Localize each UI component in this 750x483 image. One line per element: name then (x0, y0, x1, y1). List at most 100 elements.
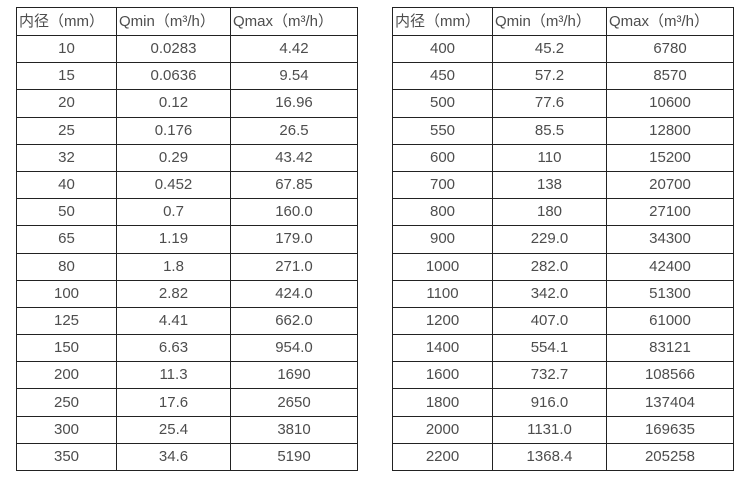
table-cell: 900 (392, 225, 493, 254)
table-cell: 3810 (230, 415, 358, 444)
table-cell: 20700 (606, 170, 734, 200)
table-cell: 0.7 (116, 198, 231, 227)
table-row: 700 138 20700 (392, 170, 734, 200)
table-cell: 34300 (606, 225, 734, 254)
table-cell: 5190 (230, 442, 358, 472)
table-cell: 1800 (392, 388, 493, 417)
table-cell: 1400 (392, 334, 493, 363)
table-cell: 916.0 (492, 388, 607, 417)
table-row: 40 0.452 67.85 (16, 170, 358, 200)
table-cell: 25 (16, 116, 117, 145)
table-cell: 0.0283 (116, 34, 231, 64)
table-cell: 2.82 (116, 279, 231, 308)
table-cell: 137404 (606, 388, 734, 417)
table-row: 300 25.4 3810 (16, 415, 358, 444)
table-cell: 1100 (392, 279, 493, 308)
table-cell: 67.85 (230, 170, 358, 200)
table-cell: 554.1 (492, 334, 607, 363)
flow-table-small-diameters: 内径（mm） Qmin（m³/h） Qmax（m³/h） 10 0.0283 4.42 15… (16, 7, 358, 472)
table-cell: 10 (16, 34, 117, 64)
table-cell: 138 (492, 170, 607, 200)
table-cell: 300 (16, 415, 117, 444)
table-cell: 80 (16, 252, 117, 281)
table-cell: 0.452 (116, 170, 231, 200)
table-cell: 42400 (606, 252, 734, 281)
column-header: 内径（mm） (392, 7, 493, 36)
table-cell: 2650 (230, 388, 358, 417)
column-header: Qmin（m³/h） (116, 7, 231, 36)
table-cell: 6.63 (116, 334, 231, 363)
table-row: 32 0.29 43.42 (16, 143, 358, 172)
table-row: 20 0.12 16.96 (16, 89, 358, 118)
table-cell: 1368.4 (492, 442, 607, 472)
table-cell: 732.7 (492, 361, 607, 390)
table-cell: 342.0 (492, 279, 607, 308)
table-cell: 1200 (392, 306, 493, 336)
table-row: 10 0.0283 4.42 (16, 34, 358, 64)
table-cell: 15200 (606, 143, 734, 172)
table-cell: 0.29 (116, 143, 231, 172)
table-cell: 150 (16, 334, 117, 363)
table-cell: 2200 (392, 442, 493, 472)
table-cell: 2000 (392, 415, 493, 444)
table-cell: 700 (392, 170, 493, 200)
table-cell: 32 (16, 143, 117, 172)
table-cell: 85.5 (492, 116, 607, 145)
table-cell: 1131.0 (492, 415, 607, 444)
table-cell: 20 (16, 89, 117, 118)
table-row: 15 0.0636 9.54 (16, 62, 358, 91)
table-cell: 26.5 (230, 116, 358, 145)
table-cell: 600 (392, 143, 493, 172)
header-row: 内径（mm） Qmin（m³/h） Qmax（m³/h） (392, 7, 734, 36)
table-cell: 4.41 (116, 306, 231, 336)
table-cell: 500 (392, 89, 493, 118)
table-cell: 50 (16, 198, 117, 227)
table-row: 800 180 27100 (392, 198, 734, 227)
table-cell: 65 (16, 225, 117, 254)
column-header: Qmax（m³/h） (230, 7, 358, 36)
table-row: 2200 1368.4 205258 (392, 442, 734, 472)
table-row: 350 34.6 5190 (16, 442, 358, 472)
table-cell: 77.6 (492, 89, 607, 118)
table-cell: 0.12 (116, 89, 231, 118)
table-cell: 27100 (606, 198, 734, 227)
table-cell: 25.4 (116, 415, 231, 444)
table-row: 50 0.7 160.0 (16, 198, 358, 227)
table-cell: 12800 (606, 116, 734, 145)
table-cell: 0.0636 (116, 62, 231, 91)
table-cell: 110 (492, 143, 607, 172)
table-cell: 450 (392, 62, 493, 91)
table-cell: 424.0 (230, 279, 358, 308)
table-row: 900 229.0 34300 (392, 225, 734, 254)
header-row: 内径（mm） Qmin（m³/h） Qmax（m³/h） (16, 7, 358, 36)
column-header: Qmax（m³/h） (606, 7, 734, 36)
table-cell: 1000 (392, 252, 493, 281)
table-cell: 662.0 (230, 306, 358, 336)
table-cell: 40 (16, 170, 117, 200)
column-header: Qmin（m³/h） (492, 7, 607, 36)
column-header: 内径（mm） (16, 7, 117, 36)
table-row: 450 57.2 8570 (392, 62, 734, 91)
table-row: 125 4.41 662.0 (16, 306, 358, 336)
table-row: 1100 342.0 51300 (392, 279, 734, 308)
table-cell: 9.54 (230, 62, 358, 91)
table-cell: 205258 (606, 442, 734, 472)
table-cell: 57.2 (492, 62, 607, 91)
table-row: 100 2.82 424.0 (16, 279, 358, 308)
table-row: 400 45.2 6780 (392, 34, 734, 64)
table-cell: 4.42 (230, 34, 358, 64)
table-cell: 407.0 (492, 306, 607, 336)
table-cell: 15 (16, 62, 117, 91)
table-cell: 200 (16, 361, 117, 390)
table-cell: 1600 (392, 361, 493, 390)
table-cell: 1.19 (116, 225, 231, 254)
table-cell: 180 (492, 198, 607, 227)
table-row: 550 85.5 12800 (392, 116, 734, 145)
flow-table-large-diameters: 内径（mm） Qmin（m³/h） Qmax（m³/h） 400 45.2 6780 450… (392, 7, 734, 472)
table-cell: 16.96 (230, 89, 358, 118)
table-row: 80 1.8 271.0 (16, 252, 358, 281)
table-cell: 550 (392, 116, 493, 145)
table-cell: 8570 (606, 62, 734, 91)
table-cell: 61000 (606, 306, 734, 336)
